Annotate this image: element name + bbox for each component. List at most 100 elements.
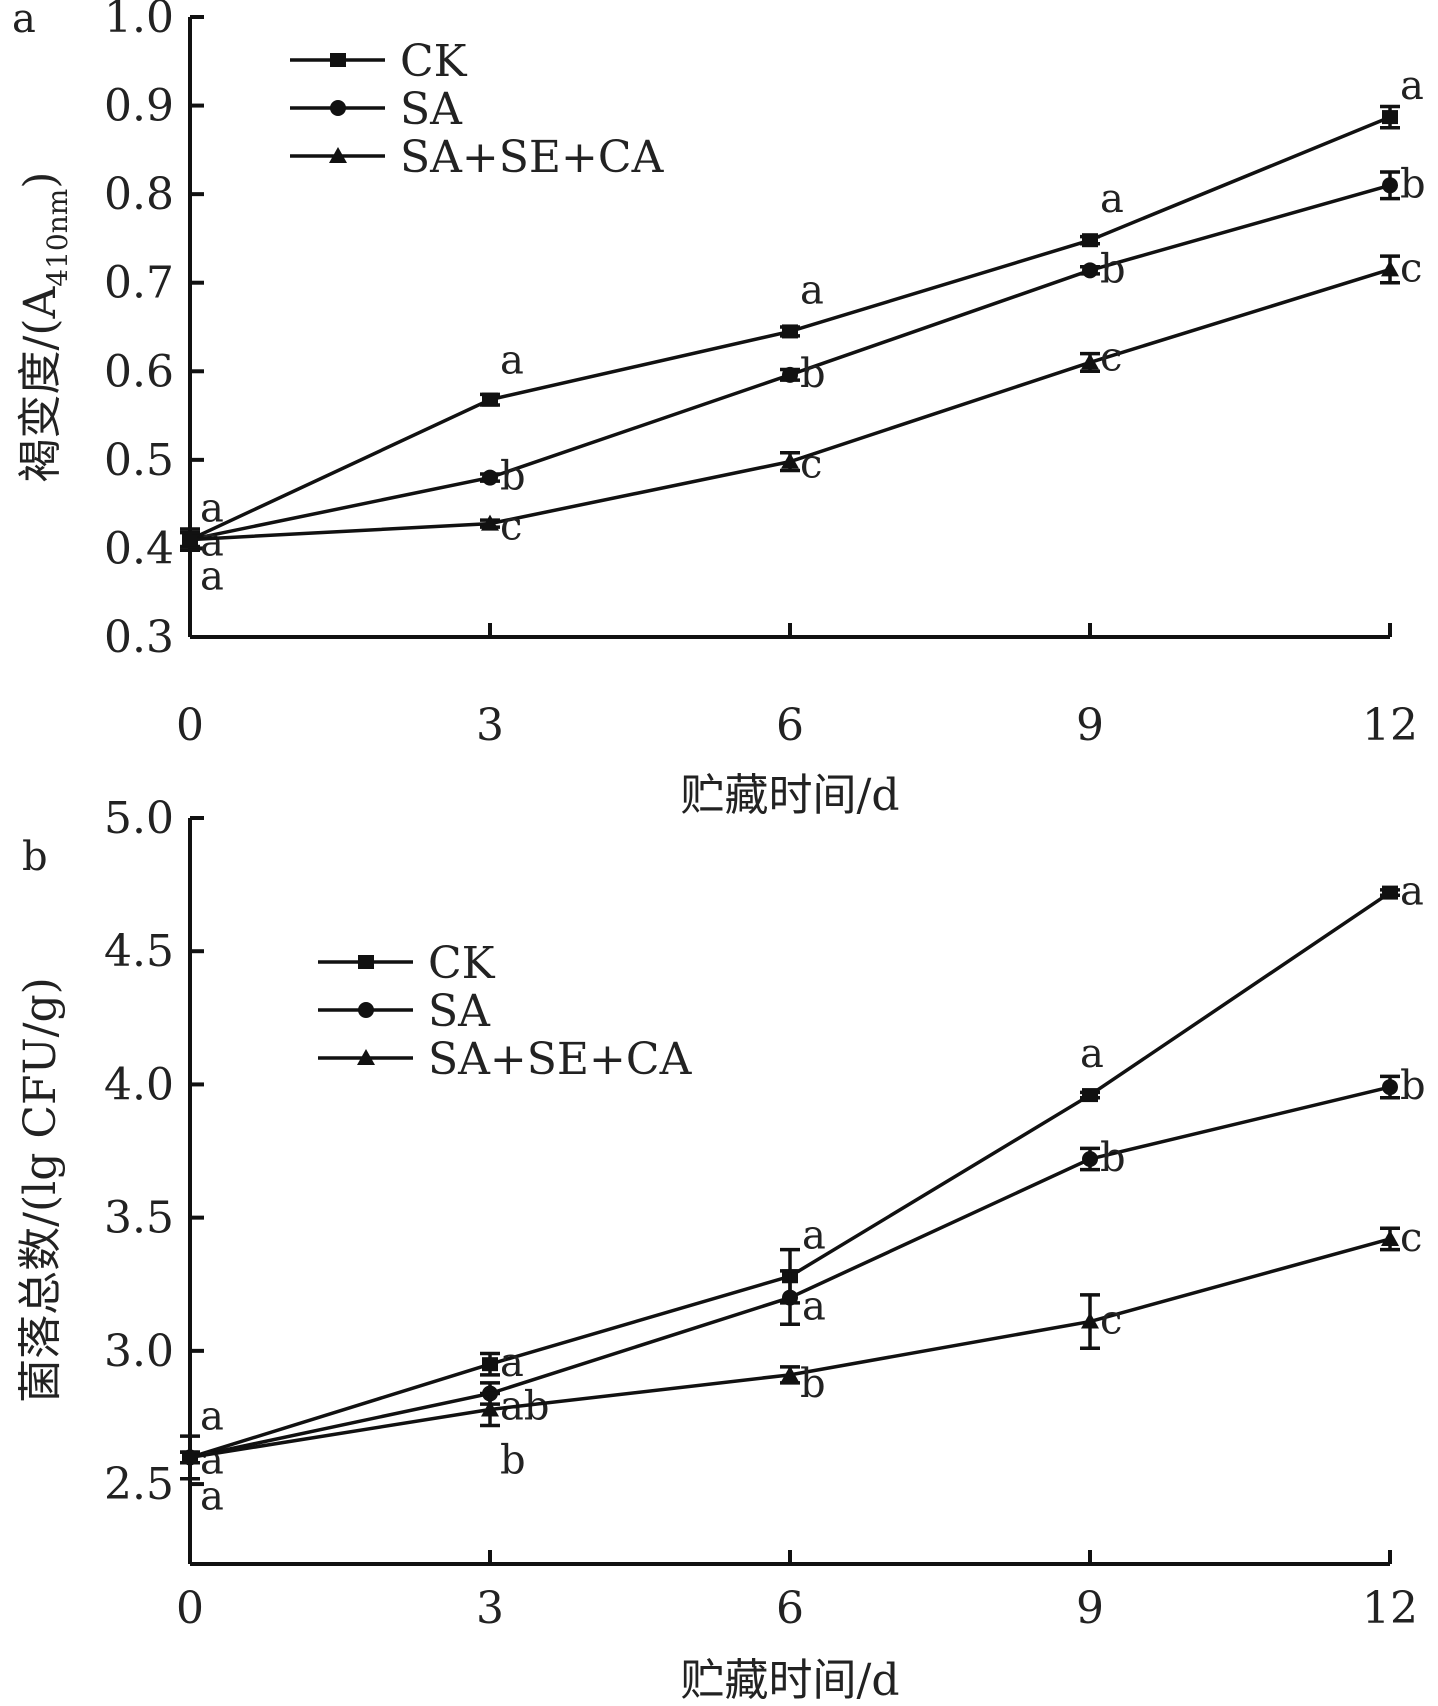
data-point	[1082, 262, 1098, 279]
significance-label: a	[1400, 869, 1424, 915]
x-axis-title: 贮藏时间/d	[681, 1655, 900, 1706]
data-point	[181, 1448, 199, 1465]
y-tick-label: 0.9	[104, 81, 174, 132]
data-point	[482, 392, 498, 407]
legend-item: SA	[290, 84, 463, 135]
data-point	[481, 1400, 499, 1417]
y-tick-label: 2.5	[104, 1459, 174, 1510]
legend-label: CK	[400, 36, 468, 87]
data-point	[482, 1357, 498, 1372]
y-tick-label: 5.0	[104, 793, 174, 844]
y-tick-label: 0.3	[104, 612, 174, 663]
x-tick-label: 9	[1076, 700, 1104, 751]
legend-marker	[358, 955, 374, 969]
significance-label: b	[1100, 246, 1126, 292]
data-point	[1382, 885, 1398, 900]
data-point	[782, 366, 798, 383]
panel-letter: b	[22, 834, 48, 880]
data-point	[782, 1289, 798, 1306]
legend-marker	[357, 1049, 375, 1065]
legend-item: CK	[318, 938, 496, 989]
significance-label: a	[200, 486, 224, 532]
significance-label: a	[800, 267, 824, 313]
panel-a: a 0.3 0.4 0.5 0.6 0.7 0.8 0.9 1.0 0 3 6 9 12 贮藏时间/d 褐变度…	[12, 0, 1426, 821]
data-point	[1382, 177, 1398, 194]
data-point	[1382, 110, 1398, 125]
x-tick-label: 3	[476, 700, 504, 751]
x-tick-label: 12	[1362, 1583, 1418, 1634]
y-tick-label: 0.6	[104, 346, 174, 397]
data-point	[482, 469, 498, 486]
panel-b: b 2.5 3.0 3.5 4.0 4.5 5.0 0 3 6 9 12 贮藏时间/d 菌落总数/(lg …	[15, 793, 1426, 1706]
y-tick-label: 0.5	[104, 435, 174, 486]
y-axis-title-main: 褐变度/(A	[15, 285, 66, 482]
x-tick-label: 12	[1362, 700, 1418, 751]
y-tick-label: 0.8	[104, 169, 174, 220]
y-axis-title: 菌落总数/(lg CFU/g)	[15, 977, 66, 1403]
significance-label: a	[200, 554, 224, 600]
legend-label: SA	[400, 84, 463, 135]
legend-label: SA	[428, 986, 491, 1037]
x-tick-label: 9	[1076, 1583, 1104, 1634]
legend-label: CK	[428, 938, 496, 989]
x-tick-label: 6	[776, 700, 804, 751]
significance-label: a	[200, 520, 224, 566]
y-axis-title-subscript: 410nm	[41, 189, 74, 287]
y-tick-label: 0.4	[104, 523, 174, 574]
y-tick-label: 3.0	[104, 1326, 174, 1377]
y-axis-title-suffix: )	[15, 172, 66, 189]
x-tick-label: 0	[176, 700, 204, 751]
x-tick-label: 6	[776, 1583, 804, 1634]
x-tick-label: 3	[476, 1583, 504, 1634]
data-point	[1082, 1088, 1098, 1103]
series-line	[189, 183, 1391, 542]
legend-label: SA+SE+CA	[428, 1034, 693, 1085]
significance-label: c	[1400, 245, 1422, 291]
x-axis-title: 贮藏时间/d	[681, 770, 900, 821]
significance-label: a	[500, 338, 524, 384]
significance-label: c	[1100, 1298, 1122, 1344]
significance-label: b	[1100, 1135, 1126, 1181]
significance-label: b	[500, 1437, 526, 1483]
y-axis-title: 褐变度/(A410nm)	[15, 172, 74, 483]
data-point	[1381, 260, 1399, 277]
x-tick-label: 0	[176, 1583, 204, 1634]
legend-item: SA+SE+CA	[318, 1034, 693, 1085]
series-line	[189, 267, 1391, 542]
significance-label: a	[500, 1340, 524, 1386]
y-tick-label: 4.0	[104, 1059, 174, 1110]
legend-item: CK	[290, 36, 468, 87]
significance-label: a	[200, 1473, 224, 1519]
significance-label: a	[802, 1284, 826, 1330]
y-tick-label: 1.0	[104, 0, 174, 43]
data-point	[1381, 1229, 1399, 1246]
y-tick-label: 4.5	[104, 926, 174, 977]
significance-label: b	[500, 454, 526, 500]
significance-label: b	[1400, 1063, 1426, 1109]
data-point	[181, 530, 199, 547]
significance-label: c	[1400, 1215, 1422, 1261]
legend-marker	[358, 1002, 374, 1018]
significance-label: a	[1100, 176, 1124, 222]
significance-label: b	[800, 351, 826, 397]
significance-label: a	[200, 1393, 224, 1439]
data-point	[481, 514, 499, 531]
significance-label: c	[1100, 334, 1122, 380]
significance-label: c	[800, 442, 822, 488]
significance-label: b	[800, 1361, 826, 1407]
panel-letter: a	[12, 0, 36, 42]
data-point	[1081, 353, 1099, 370]
data-point	[1082, 1151, 1098, 1168]
data-point	[782, 324, 798, 339]
data-point	[1081, 1312, 1099, 1329]
significance-label: b	[1400, 161, 1426, 207]
data-point	[1082, 233, 1098, 248]
significance-label: a	[802, 1212, 826, 1258]
significance-label: c	[500, 504, 522, 550]
